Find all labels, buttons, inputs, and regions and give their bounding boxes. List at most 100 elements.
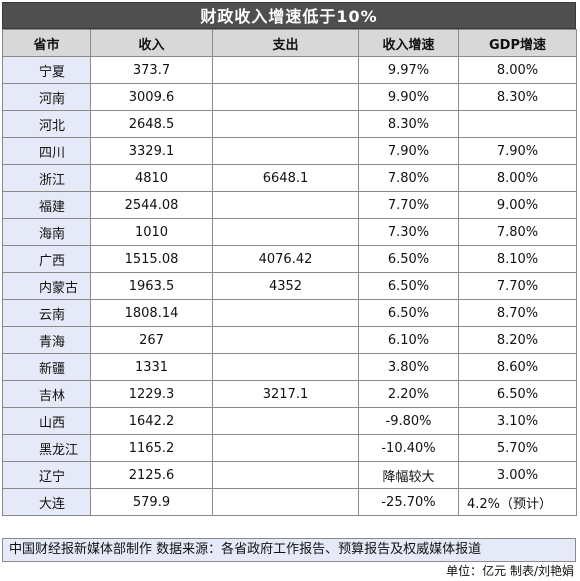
cell-revenue-growth: 7.70%: [358, 191, 459, 219]
table-row: 辽宁 2125.6 降幅较大 3.00%: [2, 461, 577, 489]
cell-revenue: 1331: [90, 353, 213, 381]
cell-gdp-growth: 7.70%: [458, 272, 577, 300]
cell-revenue-growth: 8.30%: [358, 110, 459, 138]
fiscal-table-frame: 财政收入增速低于10% 省市 收入 支出 收入增速 GDP增速 宁夏 373.7 9…: [2, 2, 577, 516]
cell-revenue-growth: 6.50%: [358, 245, 459, 273]
cell-expenditure: [212, 218, 359, 246]
cell-expenditure: [212, 326, 359, 354]
cell-revenue: 373.7: [90, 56, 213, 84]
cell-province: 河北: [2, 110, 91, 138]
cell-revenue: 1010: [90, 218, 213, 246]
cell-province: 宁夏: [2, 56, 91, 84]
cell-expenditure: [212, 137, 359, 165]
cell-province: 浙江: [2, 164, 91, 192]
cell-expenditure: 6648.1: [212, 164, 359, 192]
cell-province: 吉林: [2, 380, 91, 408]
table-row: 青海 267 6.10% 8.20%: [2, 326, 577, 354]
header-revenue-growth: 收入增速: [358, 29, 459, 57]
table-row: 山西 1642.2 -9.80% 3.10%: [2, 407, 577, 435]
cell-gdp-growth: 3.00%: [458, 461, 577, 489]
cell-expenditure: [212, 56, 359, 84]
cell-revenue: 2648.5: [90, 110, 213, 138]
table-row: 黑龙江 1165.2 -10.40% 5.70%: [2, 434, 577, 462]
cell-expenditure: 4352: [212, 272, 359, 300]
header-province: 省市: [2, 29, 91, 57]
cell-expenditure: [212, 488, 359, 516]
cell-expenditure: [212, 83, 359, 111]
source-note: 中国财经报新媒体部制作 数据来源：各省政府工作报告、预算报告及权威媒体报道: [2, 538, 576, 562]
cell-expenditure: [212, 461, 359, 489]
cell-province: 河南: [2, 83, 91, 111]
cell-revenue-growth: -10.40%: [358, 434, 459, 462]
table-row: 四川 3329.1 7.90% 7.90%: [2, 137, 577, 165]
cell-gdp-growth: 8.00%: [458, 56, 577, 84]
cell-gdp-growth: [458, 110, 577, 138]
table-row: 宁夏 373.7 9.97% 8.00%: [2, 56, 577, 84]
cell-province: 福建: [2, 191, 91, 219]
cell-province: 新疆: [2, 353, 91, 381]
table-row: 广西 1515.08 4076.42 6.50% 8.10%: [2, 245, 577, 273]
table-row: 大连 579.9 -25.70% 4.2%（预计）: [2, 488, 577, 516]
fiscal-revenue-table: 省市 收入 支出 收入增速 GDP增速 宁夏 373.7 9.97% 8.00% 河南 3…: [2, 29, 577, 516]
cell-province: 内蒙古: [2, 272, 91, 300]
cell-revenue: 1642.2: [90, 407, 213, 435]
cell-gdp-growth: 8.00%: [458, 164, 577, 192]
cell-expenditure: [212, 434, 359, 462]
cell-revenue-growth: 7.80%: [358, 164, 459, 192]
table-row: 云南 1808.14 6.50% 8.70%: [2, 299, 577, 327]
cell-expenditure: 3217.1: [212, 380, 359, 408]
cell-province: 海南: [2, 218, 91, 246]
cell-gdp-growth: 8.10%: [458, 245, 577, 273]
table-title: 财政收入增速低于10%: [2, 2, 576, 29]
cell-revenue: 267: [90, 326, 213, 354]
cell-gdp-growth: 7.90%: [458, 137, 577, 165]
table-row: 浙江 4810 6648.1 7.80% 8.00%: [2, 164, 577, 192]
unit-credit: 单位：亿元 制表/刘艳娟: [446, 564, 574, 578]
cell-gdp-growth: 3.10%: [458, 407, 577, 435]
cell-expenditure: [212, 110, 359, 138]
cell-expenditure: 4076.42: [212, 245, 359, 273]
cell-gdp-growth: 8.20%: [458, 326, 577, 354]
cell-revenue: 1963.5: [90, 272, 213, 300]
cell-province: 青海: [2, 326, 91, 354]
cell-gdp-growth: 9.00%: [458, 191, 577, 219]
cell-revenue: 2544.08: [90, 191, 213, 219]
cell-gdp-growth: 5.70%: [458, 434, 577, 462]
table-body: 宁夏 373.7 9.97% 8.00% 河南 3009.6 9.90% 8.30% 河北 264…: [2, 56, 577, 516]
cell-revenue: 579.9: [90, 488, 213, 516]
table-row: 河南 3009.6 9.90% 8.30%: [2, 83, 577, 111]
cell-revenue: 1808.14: [90, 299, 213, 327]
cell-gdp-growth: 8.30%: [458, 83, 577, 111]
cell-expenditure: [212, 407, 359, 435]
cell-expenditure: [212, 353, 359, 381]
cell-expenditure: [212, 299, 359, 327]
cell-revenue: 1165.2: [90, 434, 213, 462]
cell-revenue-growth: 6.10%: [358, 326, 459, 354]
cell-revenue-growth: 2.20%: [358, 380, 459, 408]
cell-province: 大连: [2, 488, 91, 516]
cell-revenue-growth: -9.80%: [358, 407, 459, 435]
table-row: 吉林 1229.3 3217.1 2.20% 6.50%: [2, 380, 577, 408]
cell-province: 山西: [2, 407, 91, 435]
table-row: 海南 1010 7.30% 7.80%: [2, 218, 577, 246]
cell-revenue-growth: 6.50%: [358, 299, 459, 327]
table-row: 福建 2544.08 7.70% 9.00%: [2, 191, 577, 219]
cell-expenditure: [212, 191, 359, 219]
cell-revenue: 4810: [90, 164, 213, 192]
cell-revenue: 2125.6: [90, 461, 213, 489]
cell-revenue-growth: 降幅较大: [358, 461, 459, 489]
cell-gdp-growth: 7.80%: [458, 218, 577, 246]
cell-revenue-growth: 7.30%: [358, 218, 459, 246]
cell-province: 辽宁: [2, 461, 91, 489]
cell-revenue-growth: -25.70%: [358, 488, 459, 516]
header-row: 省市 收入 支出 收入增速 GDP增速: [2, 29, 577, 57]
cell-province: 黑龙江: [2, 434, 91, 462]
cell-revenue-growth: 9.90%: [358, 83, 459, 111]
cell-revenue-growth: 6.50%: [358, 272, 459, 300]
table-row: 新疆 1331 3.80% 8.60%: [2, 353, 577, 381]
cell-revenue: 3329.1: [90, 137, 213, 165]
cell-revenue: 1515.08: [90, 245, 213, 273]
header-gdp-growth: GDP增速: [458, 29, 577, 57]
cell-province: 云南: [2, 299, 91, 327]
cell-province: 四川: [2, 137, 91, 165]
